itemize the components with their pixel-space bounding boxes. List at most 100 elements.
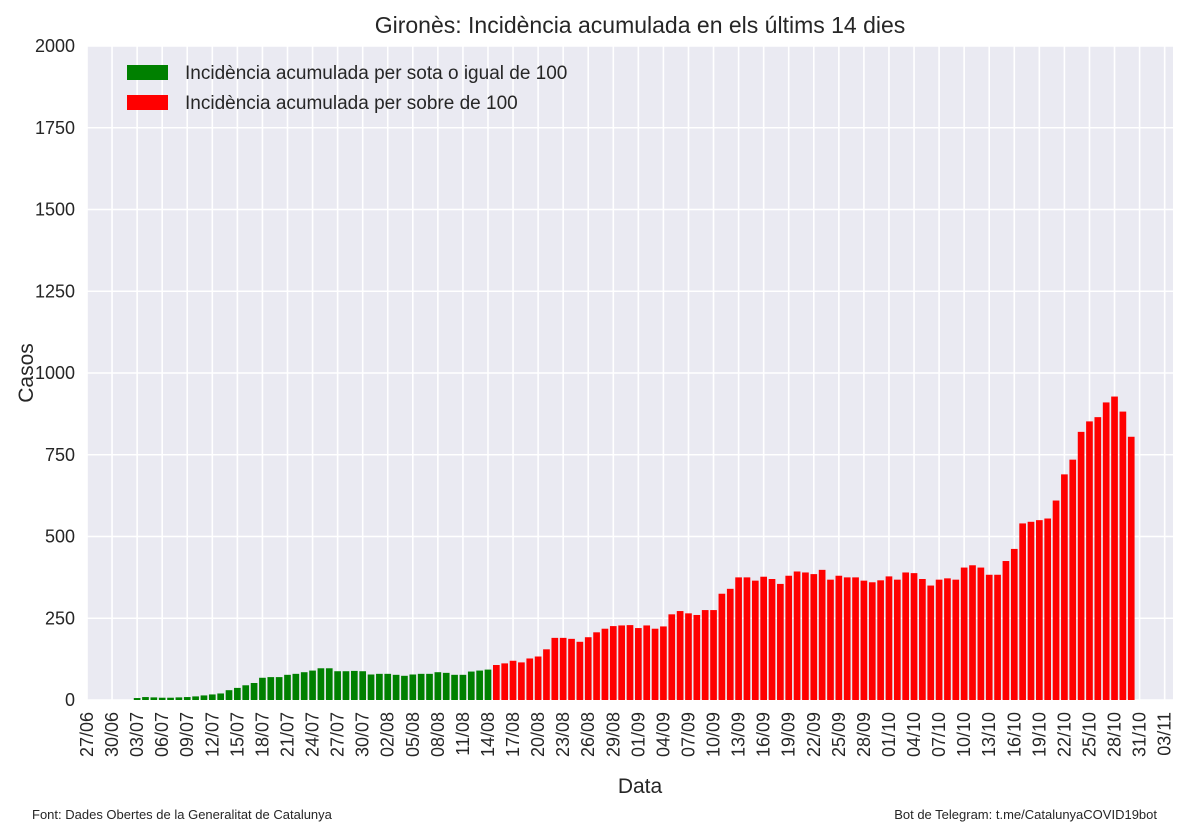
bar: [643, 625, 651, 700]
x-tick-label: 04/10: [904, 712, 924, 757]
bar: [459, 674, 467, 700]
bar: [234, 687, 241, 700]
bar: [902, 572, 910, 700]
x-tick-label: 17/08: [503, 712, 523, 757]
x-tick-label: 15/07: [227, 712, 247, 757]
bar: [359, 671, 367, 700]
x-tick-label: 03/07: [127, 712, 147, 757]
bar: [1044, 518, 1052, 700]
y-tick-label: 1000: [35, 363, 75, 383]
bar: [1069, 459, 1077, 700]
y-tick-labels: 0 250 500 750 1000 1250 1500 1750 2000: [35, 36, 75, 710]
bar: [409, 674, 417, 700]
bar: [175, 697, 183, 700]
bar: [860, 580, 868, 700]
x-tick-label: 01/09: [628, 712, 648, 757]
bar: [1077, 431, 1085, 700]
chart-title: Gironès: Incidència acumulada en els últ…: [375, 12, 906, 38]
bar: [559, 637, 567, 700]
bar: [509, 660, 517, 700]
legend: Incidència acumulada per sota o igual de…: [127, 63, 567, 114]
bar: [576, 641, 584, 700]
bar: [751, 580, 759, 700]
bar: [350, 670, 358, 700]
bar: [919, 579, 926, 700]
bar: [492, 665, 500, 700]
x-tick-label: 21/07: [277, 712, 297, 757]
y-tick-label: 1250: [35, 281, 75, 301]
x-tick-label: 26/08: [578, 712, 598, 757]
bar: [710, 610, 717, 700]
y-tick-label: 500: [45, 527, 75, 547]
bar: [635, 628, 642, 700]
x-tick-label: 03/11: [1155, 712, 1175, 756]
bar: [467, 671, 475, 700]
y-axis-label: Casos: [15, 343, 38, 403]
x-tick-label: 07/10: [929, 712, 949, 757]
bar: [1052, 500, 1060, 700]
bar: [401, 675, 408, 700]
bar: [426, 673, 433, 700]
bar: [701, 610, 709, 700]
bar: [1086, 421, 1093, 700]
y-tick-label: 0: [65, 690, 75, 710]
bar: [985, 574, 993, 700]
bar: [618, 625, 625, 700]
bar: [417, 673, 425, 700]
bar: [518, 662, 525, 700]
bar: [325, 668, 333, 700]
bar: [977, 567, 985, 700]
bar: [1119, 411, 1127, 700]
bar: [317, 668, 325, 700]
bar: [1127, 436, 1135, 700]
bar: [852, 577, 859, 700]
x-tick-label: 22/10: [1054, 712, 1074, 757]
bar: [1061, 474, 1068, 700]
bar: [718, 593, 726, 700]
bar: [802, 572, 809, 700]
bar: [660, 626, 667, 700]
x-tick-label: 06/07: [152, 712, 172, 757]
y-tick-label: 1500: [35, 200, 75, 220]
bar: [1019, 523, 1026, 700]
x-tick-label: 02/08: [378, 712, 398, 757]
legend-swatch-red: [127, 95, 168, 110]
bar: [1010, 548, 1018, 700]
bar: [442, 672, 450, 700]
bar: [225, 690, 233, 700]
bar: [208, 694, 216, 700]
bar: [609, 626, 617, 700]
bar: [342, 671, 350, 700]
x-tick-label: 31/10: [1130, 712, 1150, 757]
bar: [601, 628, 609, 700]
bar: [200, 695, 208, 700]
bar: [944, 578, 951, 700]
y-tick-label: 2000: [35, 36, 75, 56]
x-tick-label: 09/07: [177, 712, 197, 757]
x-tick-label: 22/09: [804, 712, 824, 757]
x-tick-label: 14/08: [478, 712, 498, 757]
bar: [267, 677, 275, 700]
x-tick-label: 19/09: [779, 712, 799, 757]
legend-label-red: Incidència acumulada per sobre de 100: [185, 93, 518, 114]
bar: [777, 583, 784, 700]
x-tick-label: 08/08: [428, 712, 448, 757]
bar: [685, 613, 692, 700]
x-tick-label: 04/09: [653, 712, 673, 757]
x-axis-label: Data: [618, 775, 663, 798]
x-tick-label: 12/07: [202, 712, 222, 757]
bar: [1102, 402, 1110, 700]
bar: [275, 677, 283, 700]
bar: [392, 674, 400, 700]
bar: [568, 638, 575, 700]
x-tick-label: 28/10: [1105, 712, 1125, 757]
bar: [284, 674, 291, 700]
bar: [484, 669, 492, 700]
x-tick-label: 29/08: [603, 712, 623, 757]
x-tick-label: 05/08: [403, 712, 423, 757]
y-tick-label: 750: [45, 445, 75, 465]
bar: [242, 685, 250, 700]
bar: [768, 579, 776, 700]
x-tick-label: 30/07: [353, 712, 373, 757]
